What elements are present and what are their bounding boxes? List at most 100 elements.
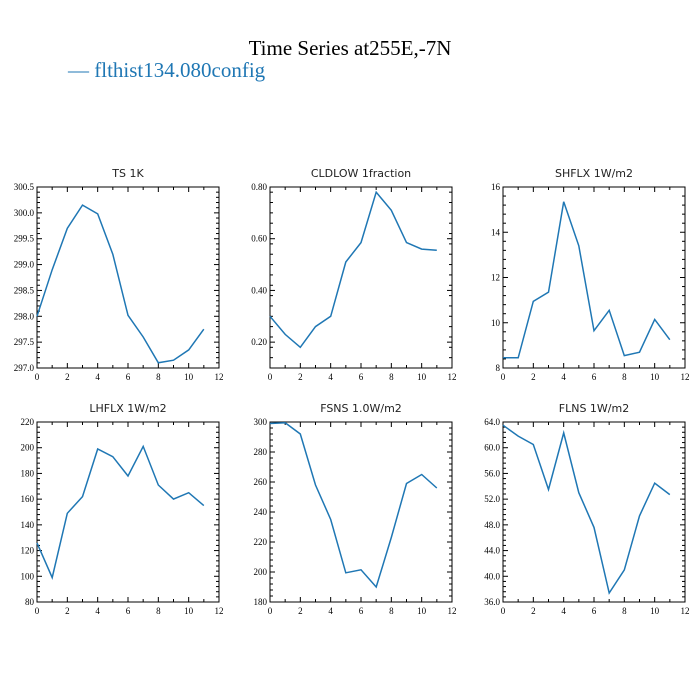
y-tick-label: 12 [491, 273, 500, 283]
plot-frame [36, 186, 220, 369]
x-tick-label: 0 [501, 372, 506, 382]
y-tick-label: 0.60 [251, 234, 267, 244]
x-tick-label: 12 [681, 606, 690, 616]
x-tick-label: 4 [328, 372, 333, 382]
x-tick-label: 4 [561, 606, 566, 616]
plot-frame [36, 421, 220, 603]
x-tick-label: 0 [268, 606, 273, 616]
y-tick-label: 220 [21, 417, 35, 427]
x-tick-label: 2 [531, 372, 536, 382]
y-tick-label: 56.0 [484, 468, 500, 478]
x-tick-label: 8 [389, 606, 394, 616]
y-tick-label: 14 [491, 227, 501, 237]
x-tick-label: 6 [592, 372, 597, 382]
x-tick-label: 6 [126, 606, 131, 616]
y-tick-label: 300.5 [14, 182, 35, 192]
series-line [269, 190, 437, 349]
x-tick-label: 8 [156, 606, 161, 616]
y-tick-label: 100 [21, 571, 35, 581]
x-tick-label: 4 [95, 372, 100, 382]
y-tick-label: 80 [25, 597, 35, 607]
y-tick-label: 120 [21, 546, 35, 556]
y-tick-label: 64.0 [484, 417, 500, 427]
series-line [269, 422, 438, 589]
y-tick-label: 52.0 [484, 494, 500, 504]
legend-entry: — flthist134.080config [68, 58, 266, 82]
y-tick-label: 0.40 [251, 285, 267, 295]
x-tick-label: 8 [622, 606, 627, 616]
y-tick-label: 160 [21, 494, 35, 504]
y-tick-label: 297.5 [14, 337, 35, 347]
x-tick-label: 6 [592, 606, 597, 616]
plot-title: SHFLX 1W/m2 [555, 167, 633, 180]
x-tick-label: 12 [215, 372, 224, 382]
x-tick-label: 4 [95, 606, 100, 616]
series-line [502, 424, 671, 595]
y-tick-label: 44.0 [484, 546, 500, 556]
y-tick-label: 10 [491, 318, 501, 328]
x-tick-label: 6 [126, 372, 131, 382]
x-tick-label: 2 [298, 606, 303, 616]
plot-title: CLDLOW 1fraction [311, 167, 411, 180]
x-tick-label: 0 [268, 372, 273, 382]
y-tick-label: 180 [254, 597, 268, 607]
x-tick-label: 10 [650, 372, 660, 382]
y-tick-label: 240 [254, 507, 268, 517]
x-tick-label: 10 [417, 606, 427, 616]
y-tick-label: 299.5 [14, 234, 35, 244]
x-tick-label: 10 [184, 372, 194, 382]
plot-title: LHFLX 1W/m2 [89, 402, 166, 415]
y-tick-label: 299.0 [14, 260, 35, 270]
y-tick-label: 260 [254, 477, 268, 487]
y-tick-label: 0.20 [251, 337, 267, 347]
y-tick-label: 36.0 [484, 597, 500, 607]
y-tick-label: 0.80 [251, 182, 267, 192]
x-tick-label: 4 [328, 606, 333, 616]
chart-panel-2: CLDLOW 1fraction 0 2 4 6 8 10 12 0.20 0.40 0.60 0.8… [251, 167, 456, 382]
plot-title: TS 1K [111, 167, 144, 180]
x-tick-label: 8 [622, 372, 627, 382]
chart-panel-3: SHFLX 1W/m2 0 2 4 6 8 10 12 8 10 12 14 16 [491, 167, 690, 382]
y-tick-label: 300 [254, 417, 268, 427]
y-tick-label: 40.0 [484, 571, 500, 581]
x-tick-label: 0 [35, 372, 40, 382]
x-tick-label: 2 [65, 606, 70, 616]
x-tick-label: 2 [65, 372, 70, 382]
x-tick-label: 2 [531, 606, 536, 616]
plot-frame [502, 421, 686, 603]
plot-frame [502, 186, 686, 369]
y-tick-label: 60.0 [484, 443, 500, 453]
x-tick-label: 0 [35, 606, 40, 616]
y-tick-label: 298.0 [14, 311, 35, 321]
chart-panel-1: TS 1K 0 2 4 6 8 10 12 297.0 297.5 298.0 298.5 299.0 2… [14, 167, 224, 382]
y-tick-label: 48.0 [484, 520, 500, 530]
y-tick-label: 200 [254, 567, 268, 577]
y-tick-label: 200 [21, 443, 35, 453]
y-tick-label: 220 [254, 537, 268, 547]
y-tick-label: 297.0 [14, 363, 35, 373]
y-tick-label: 140 [21, 520, 35, 530]
x-tick-label: 12 [448, 372, 457, 382]
series-line [503, 201, 671, 359]
x-tick-label: 0 [501, 606, 506, 616]
x-tick-label: 10 [417, 372, 427, 382]
plot-title: FSNS 1.0W/m2 [320, 402, 402, 415]
plot-frame [269, 421, 453, 603]
y-tick-label: 180 [21, 468, 35, 478]
x-tick-label: 8 [389, 372, 394, 382]
y-tick-label: 280 [254, 447, 268, 457]
x-tick-label: 12 [448, 606, 457, 616]
plot-frame [269, 186, 453, 369]
y-tick-label: 300.0 [14, 208, 35, 218]
x-tick-label: 2 [298, 372, 303, 382]
chart-panel-6: FLNS 1W/m2 0 2 4 6 8 10 12 36.0 40.0 44.0 48.0 52.0 5… [484, 402, 689, 616]
y-tick-label: 8 [496, 363, 501, 373]
chart-panel-5: FSNS 1.0W/m2 0 2 4 6 8 10 12 180 200 220 240 260 280 3… [254, 402, 457, 616]
series-line [36, 444, 205, 580]
plot-title: FLNS 1W/m2 [559, 402, 629, 415]
x-tick-label: 10 [650, 606, 660, 616]
x-tick-label: 12 [681, 372, 690, 382]
x-tick-label: 12 [215, 606, 224, 616]
x-tick-label: 8 [156, 372, 161, 382]
